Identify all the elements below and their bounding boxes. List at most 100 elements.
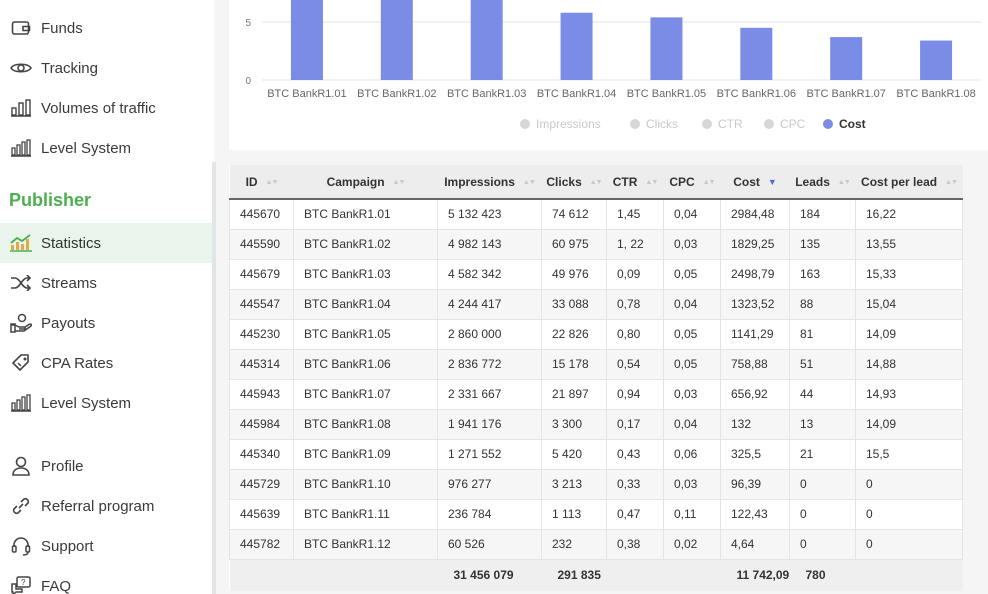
sidebar-item-referral-program[interactable]: Referral program	[0, 486, 214, 526]
legend-item-ctr[interactable]: CTR	[702, 117, 743, 131]
table-row[interactable]: 445547 BTC BankR1.04 4 244 417 33 088 0,78 0,…	[229, 289, 963, 320]
cell-impressions: 4 244 417	[437, 289, 542, 320]
sort-icon[interactable]: ▲▼	[945, 178, 958, 186]
sidebar-item-label: Level System	[41, 394, 132, 412]
table-row[interactable]: 445943 BTC BankR1.07 2 331 667 21 897 0,94 0,…	[229, 379, 963, 410]
table-row[interactable]: 445230 BTC BankR1.05 2 860 000 22 826 0,80 0,…	[229, 319, 963, 350]
cell-campaign: BTC BankR1.05	[293, 319, 438, 350]
sort-icon[interactable]: ▲▼	[837, 178, 851, 186]
legend-item-impressions[interactable]: Impressions	[520, 117, 601, 131]
bar-chart-icon	[8, 137, 34, 159]
sidebar-item-cpa-rates[interactable]: CPA Rates	[0, 343, 214, 383]
bar[interactable]	[290, 0, 323, 80]
sidebar-item-level-system-top[interactable]: Level System	[0, 128, 214, 168]
sort-icon[interactable]: ▲▼	[702, 178, 716, 186]
sidebar-item-support[interactable]: Support	[0, 526, 214, 566]
link-icon	[8, 495, 34, 517]
cell-id: 445230	[229, 319, 294, 350]
bar[interactable]	[380, 0, 413, 80]
legend-item-cost[interactable]: Cost	[823, 117, 866, 131]
sidebar-item-label: Volumes of traffic	[41, 99, 156, 117]
sidebar-item-statistics[interactable]: Statistics	[0, 223, 214, 263]
cell-ctr: 0,38	[606, 529, 664, 560]
sort-icon[interactable]: ▲▼	[645, 178, 658, 186]
sidebar-item-label: Profile	[41, 457, 84, 475]
column-header-cpc[interactable]: CPC ▲▼	[663, 165, 721, 200]
table-row[interactable]: 445314 BTC BankR1.06 2 836 772 15 178 0,54 0,…	[229, 349, 963, 380]
sidebar-item-label: Statistics	[41, 234, 102, 252]
table-row[interactable]: 445670 BTC BankR1.01 5 132 423 74 612 1,45 0,…	[229, 199, 963, 230]
sidebar-item-funds[interactable]: Funds	[0, 8, 214, 48]
sort-icon[interactable]: ▲▼	[589, 178, 603, 186]
bar[interactable]	[560, 12, 593, 80]
sidebar-item-level-system[interactable]: Level System	[0, 383, 214, 423]
column-header-campaign[interactable]: Campaign ▲▼	[293, 165, 438, 200]
column-header-id[interactable]: ID ▲▼	[229, 165, 294, 200]
cell-clicks: 1 113	[541, 499, 607, 530]
sort-icon[interactable]: ▲▼	[392, 178, 406, 186]
table-row[interactable]: 445984 BTC BankR1.08 1 941 176 3 300 0,17 0,0…	[229, 409, 963, 440]
cell-cost-per-lead: 14,09	[855, 409, 963, 440]
sidebar-item-volumes-of-traffic[interactable]: Volumes of traffic	[0, 88, 214, 128]
headset-icon	[8, 535, 34, 557]
cell-cost: 4,64	[720, 529, 790, 560]
legend-item-cpc[interactable]: CPC	[764, 117, 806, 131]
cell-cost: 2498,79	[720, 259, 790, 290]
cell-leads: 0	[789, 499, 856, 530]
cell-clicks: 22 826	[541, 319, 607, 350]
table-row[interactable]: 445590 BTC BankR1.02 4 982 143 60 975 1, 22 0…	[229, 229, 963, 260]
sidebar-item-streams[interactable]: Streams	[0, 263, 214, 303]
sidebar-scrollbar[interactable]	[212, 162, 216, 594]
cell-id: 445547	[229, 289, 294, 320]
bar[interactable]	[650, 17, 683, 80]
table-row[interactable]: 445729 BTC BankR1.10 976 277 3 213 0,33 0,03 9…	[229, 469, 963, 500]
cell-clicks: 5 420	[541, 439, 607, 470]
cell-cpc: 0,06	[663, 439, 721, 470]
column-header-cost[interactable]: Cost ▼	[720, 165, 790, 200]
legend-item-clicks[interactable]: Clicks	[630, 117, 678, 131]
table-row[interactable]: 445679 BTC BankR1.03 4 582 342 49 976 0,09 0,…	[229, 259, 963, 290]
bar[interactable]	[470, 0, 503, 80]
cell-ctr: 0,17	[606, 409, 664, 440]
table-row[interactable]: 445639 BTC BankR1.11 236 784 1 113 0,47 0,11 1…	[229, 499, 963, 530]
sidebar-item-profile[interactable]: Profile	[0, 446, 214, 486]
total-leads: 780	[789, 558, 856, 591]
column-header-cost-per-lead[interactable]: Cost per lead ▲▼	[855, 165, 963, 200]
bar[interactable]	[920, 40, 953, 80]
x-tick-label: BTC BankR1.03	[447, 88, 526, 100]
sort-desc-icon[interactable]: ▼	[767, 177, 777, 188]
cell-impressions: 1 271 552	[437, 439, 542, 470]
cell-clicks: 33 088	[541, 289, 607, 320]
sidebar-item-faq[interactable]: ? FAQ	[0, 566, 214, 594]
sidebar-item-payouts[interactable]: Payouts	[0, 303, 214, 343]
cell-cpc: 0,04	[663, 289, 721, 320]
sidebar-item-tracking[interactable]: Tracking	[0, 48, 214, 88]
cell-ctr: 0,78	[606, 289, 664, 320]
column-header-clicks[interactable]: Clicks ▲▼	[541, 165, 607, 200]
cell-cpc: 0,03	[663, 469, 721, 500]
cell-campaign: BTC BankR1.03	[293, 259, 438, 290]
column-header-ctr[interactable]: CTR ▲▼	[606, 165, 664, 200]
cell-ctr: 0,33	[606, 469, 664, 500]
cell-cost: 96,39	[720, 469, 790, 500]
column-header-leads[interactable]: Leads ▲▼	[789, 165, 856, 200]
cell-impressions: 1 941 176	[437, 409, 542, 440]
cell-cost-per-lead: 15,04	[855, 289, 963, 320]
cell-cost-per-lead: 14,09	[855, 319, 963, 350]
table-row[interactable]: 445782 BTC BankR1.12 60 526 232 0,38 0,02 4,64…	[229, 529, 963, 560]
sidebar-item-label: Level System	[41, 139, 132, 157]
bar-chart-icon	[8, 97, 34, 119]
bar[interactable]	[740, 27, 773, 80]
bar[interactable]	[830, 37, 863, 80]
x-tick-label: BTC BankR1.08	[896, 88, 975, 100]
cell-cost-per-lead: 16,22	[855, 199, 963, 230]
sort-icon[interactable]: ▲▼	[522, 178, 536, 186]
cell-id: 445729	[229, 469, 294, 500]
x-tick-label: BTC BankR1.01	[267, 88, 346, 100]
sort-icon[interactable]: ▲▼	[265, 178, 279, 186]
cell-cpc: 0,03	[663, 229, 721, 260]
column-header-impressions[interactable]: Impressions ▲▼	[437, 165, 542, 200]
table-row[interactable]: 445340 BTC BankR1.09 1 271 552 5 420 0,43 0,0…	[229, 439, 963, 470]
x-tick-label: BTC BankR1.04	[537, 88, 616, 100]
